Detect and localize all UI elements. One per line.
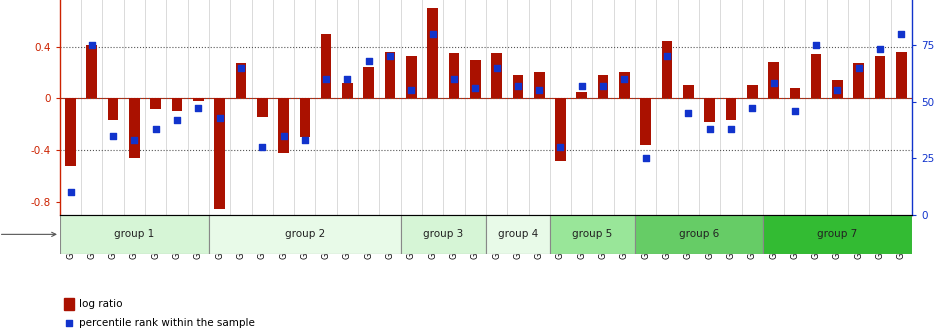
Point xyxy=(489,65,504,70)
Bar xyxy=(747,85,757,98)
Bar xyxy=(896,52,906,98)
Bar xyxy=(129,98,140,158)
Text: group 7: group 7 xyxy=(817,229,858,239)
Bar xyxy=(577,92,587,98)
Bar xyxy=(406,56,417,98)
Bar xyxy=(832,80,843,98)
Bar xyxy=(763,215,912,254)
Point xyxy=(723,126,738,132)
Point xyxy=(276,133,291,138)
Bar xyxy=(485,215,550,254)
Bar xyxy=(256,98,268,117)
Bar xyxy=(236,64,246,98)
Point xyxy=(659,53,674,59)
Point xyxy=(894,31,909,36)
Point xyxy=(212,115,227,120)
Bar xyxy=(193,98,203,101)
Point xyxy=(872,47,887,52)
Text: percentile rank within the sample: percentile rank within the sample xyxy=(79,318,255,328)
Bar xyxy=(385,52,395,98)
Point xyxy=(510,83,525,88)
Bar xyxy=(215,98,225,209)
Point xyxy=(340,76,355,82)
Bar xyxy=(555,98,566,161)
Bar xyxy=(640,98,651,145)
Bar xyxy=(662,41,673,98)
Bar xyxy=(428,8,438,98)
Point xyxy=(62,320,77,325)
Point xyxy=(191,106,206,111)
Bar xyxy=(875,56,885,98)
Point xyxy=(383,53,398,59)
Point xyxy=(318,76,333,82)
Point xyxy=(553,144,568,150)
Bar xyxy=(789,88,800,98)
Point xyxy=(808,42,824,48)
Point xyxy=(532,88,547,93)
Bar xyxy=(534,73,544,98)
Point xyxy=(830,88,846,93)
Point xyxy=(169,117,184,123)
Bar xyxy=(491,53,502,98)
Bar xyxy=(726,98,736,120)
Bar xyxy=(342,83,352,98)
Point xyxy=(467,85,483,91)
Text: group 2: group 2 xyxy=(285,229,325,239)
Point xyxy=(148,126,163,132)
Bar xyxy=(64,298,74,310)
Point xyxy=(766,81,781,86)
Point xyxy=(404,88,419,93)
Bar xyxy=(704,98,715,122)
Bar xyxy=(598,75,608,98)
Bar xyxy=(635,215,763,254)
Bar xyxy=(401,215,485,254)
Point xyxy=(255,144,270,150)
Bar xyxy=(810,54,822,98)
Point xyxy=(63,190,78,195)
Point xyxy=(617,76,632,82)
Point xyxy=(745,106,760,111)
Bar xyxy=(513,75,523,98)
Point xyxy=(596,83,611,88)
Bar xyxy=(769,62,779,98)
Point xyxy=(638,156,654,161)
Bar xyxy=(209,215,401,254)
Bar xyxy=(86,45,97,98)
Bar xyxy=(550,215,635,254)
Bar xyxy=(107,98,119,120)
Point xyxy=(425,31,440,36)
Point xyxy=(105,133,121,138)
Point xyxy=(361,58,376,64)
Bar xyxy=(470,59,481,98)
Bar xyxy=(172,98,182,111)
Point xyxy=(574,83,589,88)
Text: group 3: group 3 xyxy=(423,229,464,239)
Text: other: other xyxy=(0,229,56,239)
Bar xyxy=(321,34,332,98)
Bar xyxy=(853,64,864,98)
Text: log ratio: log ratio xyxy=(79,299,123,309)
Bar xyxy=(66,98,76,166)
Bar xyxy=(619,73,630,98)
Point xyxy=(234,65,249,70)
Point xyxy=(297,137,313,143)
Point xyxy=(788,108,803,114)
Text: group 5: group 5 xyxy=(572,229,613,239)
Bar xyxy=(60,215,209,254)
Bar xyxy=(364,67,374,98)
Point xyxy=(446,76,462,82)
Text: group 6: group 6 xyxy=(679,229,719,239)
Point xyxy=(85,42,100,48)
Bar xyxy=(278,98,289,153)
Point xyxy=(702,126,717,132)
Text: group 1: group 1 xyxy=(114,229,155,239)
Point xyxy=(681,110,696,116)
Point xyxy=(851,65,866,70)
Point xyxy=(126,137,142,143)
Bar xyxy=(683,85,694,98)
Bar xyxy=(299,98,310,137)
Bar xyxy=(448,53,459,98)
Bar xyxy=(150,98,162,109)
Text: group 4: group 4 xyxy=(498,229,538,239)
